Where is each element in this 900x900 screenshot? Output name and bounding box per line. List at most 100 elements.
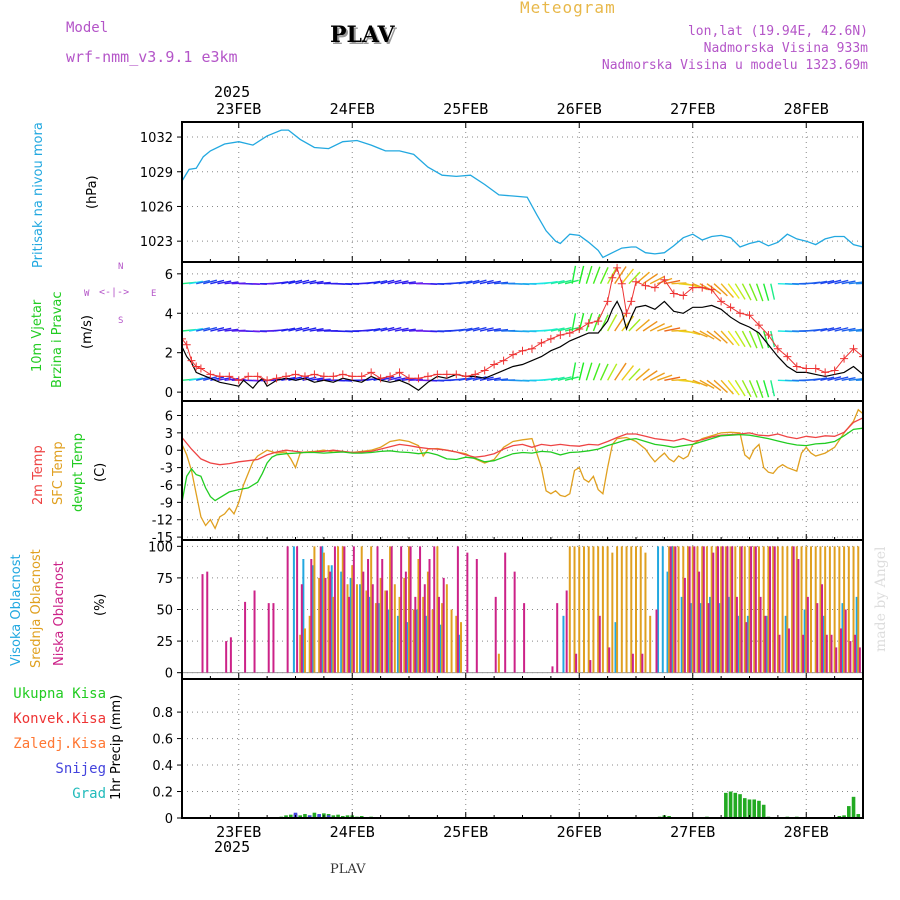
wind-arrow-1-43.5 <box>387 326 402 332</box>
ytick-label-clouds-0: 0 <box>165 667 173 682</box>
wind-arrow-1-141 <box>848 328 863 332</box>
wind-arrow-0-93 <box>621 365 635 381</box>
wind-gust-marker-18 <box>329 372 338 381</box>
wind-arrow-1-112.5 <box>713 330 728 344</box>
wind-arrow-2-117 <box>734 283 746 300</box>
ytick-label-temperature-5: 0 <box>165 444 173 459</box>
wind-gust-marker-50 <box>617 279 626 288</box>
wind-gust-marker-60 <box>698 283 707 292</box>
wind-arrow-2-94.5 <box>628 271 641 285</box>
wind-arrow-2-85.5 <box>585 265 593 284</box>
wind-arrow-1-94.5 <box>628 318 641 332</box>
wind-arrow-2-39 <box>366 280 381 285</box>
wind-arrow-0-139.5 <box>841 376 856 381</box>
wind-arrow-2-115.5 <box>727 283 740 299</box>
wind-arrow-2-121.5 <box>755 283 764 302</box>
precip-bar-ukupna-kisa-48 <box>856 814 861 818</box>
wind-arrow-1-99 <box>649 323 665 332</box>
frame-temperature <box>181 400 864 541</box>
wind-arrow-0-87 <box>592 363 601 381</box>
ytick-label-wind-1: 2 <box>165 347 173 362</box>
model-label: Model <box>66 20 109 36</box>
precip-bar-ukupna-kisa-46 <box>847 806 851 818</box>
tick-layer: 1023 1026 1029 1032 0 2 4 6 -15 -12 -9 -6 -3 0 3 6 0 25 50… <box>140 100 864 841</box>
ytick-label-temperature-7: 6 <box>165 409 173 424</box>
precip-bar-ukupna-kisa-8 <box>312 812 317 818</box>
wind-ylabel-1: 10m Vjetar <box>30 299 45 372</box>
wind-arrow-1-114 <box>720 330 735 346</box>
precip-bar-ukupna-kisa-45 <box>842 815 846 818</box>
legend-konvek-kisa: Konvek.Kisa <box>13 711 106 727</box>
altitude-label: Nadmorska Visina 933m <box>703 41 868 56</box>
wind-gust-marker-73 <box>821 368 830 377</box>
legend-snijeg: Snijeg <box>55 761 106 777</box>
wind-gust-marker-13 <box>282 372 291 381</box>
station-title: PLAV <box>330 22 395 48</box>
wind-gust-marker-44 <box>575 325 584 334</box>
precip-bar-ukupna-kisa-13 <box>336 814 340 818</box>
wind-arrow-1-64.5 <box>486 327 501 332</box>
wind-arrow-1-7.5 <box>217 327 232 332</box>
wind-arrow-2-22.5 <box>288 279 303 285</box>
ytick-label-temperature-2: -9 <box>160 496 173 511</box>
ytick-label-wind-0: 0 <box>165 386 173 401</box>
year-bottom: 2025 <box>214 838 251 856</box>
precip-bar-snijeg-3 <box>326 815 331 818</box>
wind-arrow-0-106.5 <box>685 379 701 385</box>
precip-ylabel: 1hr Precip (mm) <box>109 694 124 800</box>
wind-gust-marker-40 <box>537 338 546 347</box>
wind-gust-marker-37 <box>509 350 518 359</box>
cloud-ylabel-low: Niska Oblacnost <box>52 561 67 666</box>
footer-station: PLAV <box>330 862 366 877</box>
ytick-label-temperature-0: -15 <box>152 531 173 546</box>
temp-ylabel-dewpt: dewpt Temp <box>71 432 86 512</box>
legend-ukupna-kisa: Ukupna Kisa <box>13 686 106 702</box>
precip-bar-ukupna-kisa-36 <box>757 800 761 818</box>
wind-arrow-0-114 <box>720 379 735 395</box>
wind-arrow-1-45 <box>394 327 409 332</box>
wind-arrow-0-91.5 <box>614 362 627 381</box>
temp-line-dewpt-temp <box>181 427 864 503</box>
meteogram-title: Meteogram <box>520 0 616 17</box>
wind-arrow-0-123 <box>763 380 770 398</box>
wind-arrow-1-138 <box>834 327 849 332</box>
wind-arrow-1-124.5 <box>770 330 776 348</box>
wind-gust-marker-16 <box>310 370 319 379</box>
precip-bar-ukupna-kisa-6 <box>303 814 307 818</box>
compass-cross: <-|-> <box>99 287 130 298</box>
wind-arrow-2-93 <box>621 268 635 285</box>
precip-bar-ukupna-kisa-30 <box>728 791 733 818</box>
temp-ylabel-2m: 2m Temp <box>31 445 46 505</box>
wind-arrow-1-6 <box>210 327 225 332</box>
ytick-label-pressure-0: 1023 <box>140 235 173 250</box>
wind-gust-marker-21 <box>357 372 366 381</box>
ytick-label-precip-4: 0.8 <box>152 706 173 721</box>
wind-arrow-1-115.5 <box>727 330 740 347</box>
wind-gust-marker-54 <box>641 281 650 290</box>
wind-gust-marker-65 <box>745 311 754 320</box>
wind-arrow-0-112.5 <box>713 379 728 394</box>
wind-gust-marker-31 <box>452 370 461 379</box>
wind-gust-marker-57 <box>669 289 678 298</box>
wind-arrow-0-27 <box>309 377 324 381</box>
wind-gust-marker-30 <box>442 370 451 379</box>
wind-gust-marker-59 <box>688 283 697 292</box>
wind-gust-marker-14 <box>291 370 300 379</box>
precip-bar-snijeg-1 <box>307 815 312 818</box>
wind-gust-marker-9 <box>244 372 253 381</box>
wind-arrow-1-4.5 <box>203 326 218 332</box>
wind-arrow-0-79.5 <box>557 376 572 381</box>
wind-arrow-0-61.5 <box>472 376 487 381</box>
wind-arrow-0-66 <box>494 378 509 381</box>
wind-arrow-2-43.5 <box>387 279 402 285</box>
wind-gust-marker-33 <box>471 370 480 379</box>
wind-gust-marker-61 <box>707 285 716 294</box>
wind-gust-marker-66 <box>754 321 763 330</box>
wind-arrow-0-120 <box>748 380 758 398</box>
wind-gust-marker-6 <box>215 372 224 381</box>
wind-gust-marker-35 <box>490 360 499 369</box>
ytick-label-clouds-3: 75 <box>156 572 173 587</box>
ytick-label-pressure-2: 1029 <box>140 166 173 181</box>
wind-gust-marker-32 <box>461 372 470 381</box>
temp-ylabel-sfc: SFC Temp <box>51 441 66 505</box>
